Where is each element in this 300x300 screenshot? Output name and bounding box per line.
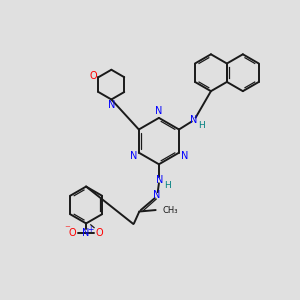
Text: H: H	[198, 121, 205, 130]
Text: N: N	[130, 151, 137, 161]
Text: CH₃: CH₃	[163, 206, 178, 214]
Text: ⁻: ⁻	[65, 224, 70, 234]
Text: N: N	[108, 100, 116, 110]
Text: N: N	[155, 106, 163, 116]
Text: N: N	[153, 190, 161, 200]
Text: N: N	[82, 228, 90, 238]
Text: H: H	[164, 181, 171, 190]
Text: O: O	[69, 228, 76, 238]
Text: +: +	[87, 226, 93, 235]
Text: O: O	[89, 71, 97, 81]
Text: N: N	[155, 175, 163, 185]
Text: O: O	[95, 228, 103, 238]
Text: N: N	[181, 151, 188, 161]
Text: N: N	[190, 115, 197, 125]
